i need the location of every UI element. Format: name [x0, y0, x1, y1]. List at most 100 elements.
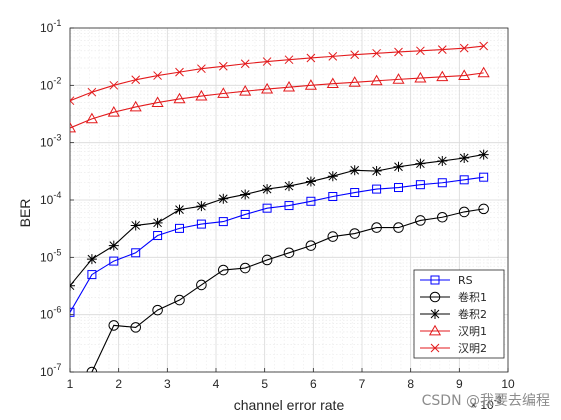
y-tick-base: 10 — [40, 136, 54, 150]
data-point-x — [153, 71, 162, 80]
data-point-star — [305, 176, 316, 187]
data-point-x — [284, 55, 294, 65]
data-point-x — [262, 57, 272, 66]
data-point-star — [437, 155, 448, 166]
data-point-circle — [108, 320, 120, 331]
y-tick-label: 10-5 — [40, 247, 61, 264]
data-point-triangle — [458, 69, 471, 80]
data-point-circle — [261, 254, 273, 266]
y-tick-base: 10 — [40, 193, 54, 207]
x-tick-label: 4 — [213, 377, 220, 391]
x-axis-label: channel error rate — [234, 397, 345, 413]
data-point-circle — [196, 279, 207, 291]
data-point-circle — [130, 322, 141, 333]
data-point-star — [478, 149, 489, 160]
y-tick-exponent: -5 — [53, 247, 61, 257]
series-4 — [70, 66, 490, 133]
data-point-triangle — [173, 92, 186, 104]
data-point-circle — [239, 262, 251, 274]
y-tick-label: 10-6 — [40, 305, 61, 322]
data-point-x — [394, 47, 403, 57]
y-tick-base: 10 — [40, 308, 54, 322]
x-tick-label: 8 — [407, 377, 414, 391]
y-tick-base: 10 — [40, 365, 54, 379]
data-point-x — [87, 87, 97, 97]
watermark: CSDN @我要去编程 — [422, 393, 550, 409]
data-point-triangle — [348, 76, 361, 87]
data-point-square — [109, 256, 119, 266]
data-point-square — [479, 172, 489, 182]
data-point-square — [394, 183, 403, 193]
y-tick-label: 10-2 — [40, 75, 61, 92]
data-point-triangle — [370, 74, 383, 86]
x-tick-label: 7 — [359, 377, 366, 391]
y-tick-exponent: -6 — [53, 305, 61, 315]
grid — [69, 27, 509, 373]
x-tick-label: 9 — [456, 377, 463, 391]
legend-label: 卷积1 — [458, 290, 487, 304]
series-1 — [70, 172, 489, 317]
y-tick-exponent: -4 — [53, 190, 61, 200]
legend-label: 汉明1 — [458, 325, 487, 338]
data-point-square — [218, 217, 228, 227]
x-tick-label: 10 — [501, 377, 515, 391]
data-point-x — [416, 46, 425, 56]
data-point-x — [218, 61, 228, 71]
data-point-star — [327, 171, 338, 182]
data-point-square — [372, 184, 382, 194]
data-point-star — [86, 254, 97, 265]
legend-entry: 卷积1 — [420, 290, 487, 304]
data-point-circle — [458, 206, 470, 218]
y-tick-exponent: -1 — [53, 18, 61, 28]
data-point-square — [350, 188, 360, 198]
data-point-x — [430, 343, 440, 353]
data-point-triangle — [414, 71, 427, 83]
data-point-circle — [437, 211, 448, 223]
data-point-triangle — [151, 96, 164, 107]
y-tick-label: 10-1 — [40, 18, 61, 35]
data-point-x — [306, 53, 316, 63]
legend-entry: 卷积2 — [420, 307, 487, 321]
data-point-star — [240, 189, 251, 200]
data-point-circle — [283, 247, 295, 259]
data-point-triangle — [239, 84, 252, 96]
data-point-triangle — [70, 121, 77, 133]
x-scale-exponent: -3 — [494, 395, 502, 405]
data-point-circle — [218, 264, 229, 276]
data-point-star — [70, 280, 75, 291]
data-point-circle — [86, 366, 98, 372]
x-tick-label: 1 — [67, 377, 74, 391]
x-tick-label: 3 — [164, 377, 171, 391]
data-point-circle — [327, 231, 339, 242]
data-point-x — [131, 75, 141, 85]
y-tick-exponent: -3 — [53, 133, 61, 143]
legend: RS 卷积1 卷积2 汉明1 汉明2 — [413, 269, 505, 359]
y-axis-label: BER — [17, 199, 33, 228]
data-point-triangle — [195, 89, 208, 101]
legend-label: 汉明2 — [458, 342, 487, 355]
data-point-square — [262, 203, 272, 213]
data-point-triangle — [107, 105, 120, 117]
data-point-square — [153, 231, 163, 241]
y-tick-label: 10-7 — [40, 362, 61, 379]
data-point-square — [459, 175, 469, 185]
data-point-x — [437, 45, 447, 54]
data-point-circle — [152, 304, 163, 316]
data-point-square — [131, 248, 141, 258]
data-point-x — [175, 67, 184, 77]
data-point-star — [174, 204, 185, 215]
data-point-circle — [174, 294, 185, 306]
data-point-square — [328, 192, 338, 202]
data-point-star — [349, 165, 360, 176]
series-2 — [86, 203, 489, 372]
data-point-circle — [305, 240, 317, 251]
data-point-triangle — [477, 66, 490, 78]
data-point-star — [130, 220, 141, 231]
axes — [69, 27, 509, 373]
data-point-triangle — [261, 82, 274, 94]
data-point-star — [393, 161, 404, 172]
x-scale-label: × 10-3 — [470, 395, 502, 412]
data-point-square — [70, 307, 75, 317]
x-tick-label: 6 — [310, 377, 317, 391]
